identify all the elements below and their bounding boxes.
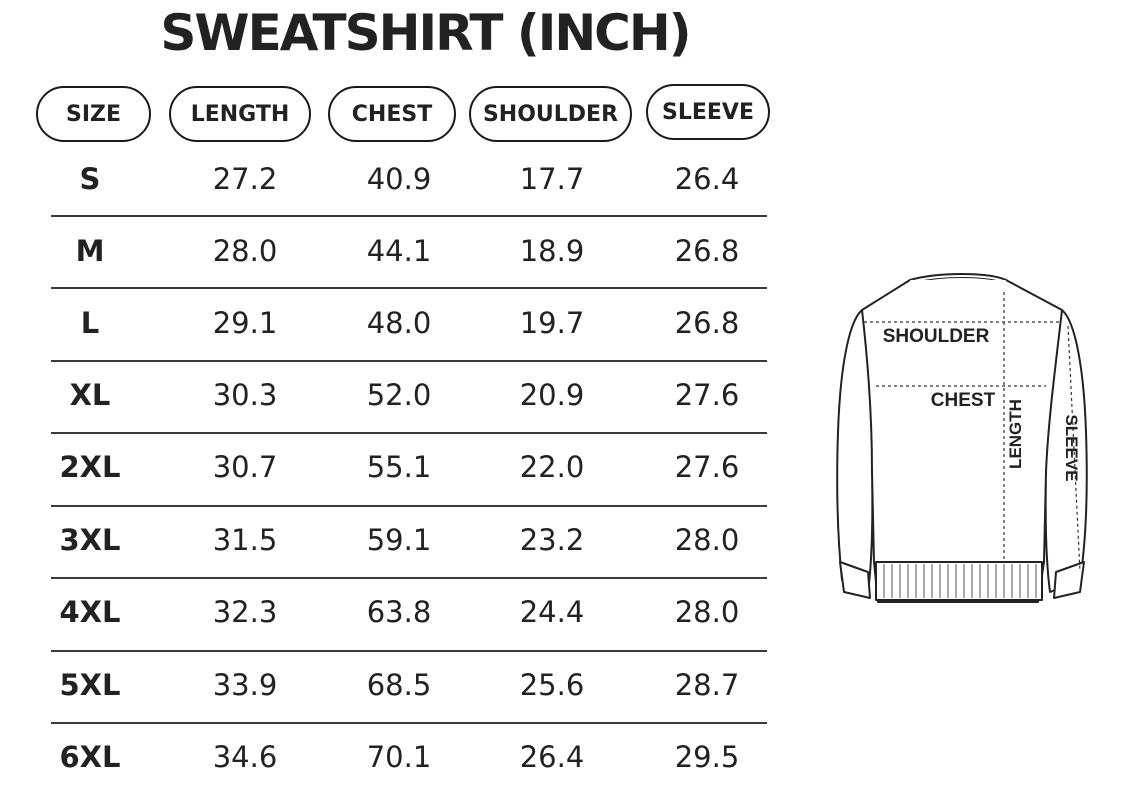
- chest-cell: 52.0: [366, 378, 432, 412]
- chest-cell: 55.1: [366, 450, 432, 484]
- size-cell: L: [80, 306, 100, 340]
- sleeve-cell: 28.7: [674, 668, 740, 702]
- shoulder-cell: 20.9: [519, 378, 585, 412]
- length-cell: 27.2: [212, 162, 278, 196]
- shoulder-cell: 26.4: [519, 740, 585, 774]
- length-cell: 34.6: [212, 740, 278, 774]
- size-cell: S: [79, 162, 101, 196]
- shoulder-cell: 17.7: [519, 162, 585, 196]
- size-cell: 5XL: [59, 668, 121, 702]
- sleeve-cell: 26.8: [674, 306, 740, 340]
- length-cell: 29.1: [212, 306, 278, 340]
- sleeve-cell: 27.6: [674, 450, 740, 484]
- row-divider: [51, 287, 767, 289]
- size-cell: 2XL: [59, 450, 121, 484]
- chest-cell: 40.9: [366, 162, 432, 196]
- sleeve-cell: 26.4: [674, 162, 740, 196]
- chest-cell: 63.8: [366, 595, 432, 629]
- sleeve-cell: 27.6: [674, 378, 740, 412]
- length-cell: 30.7: [212, 450, 278, 484]
- header-chest: CHEST: [328, 86, 456, 142]
- length-cell: 33.9: [212, 668, 278, 702]
- size-cell: XL: [69, 378, 111, 412]
- shoulder-cell: 25.6: [519, 668, 585, 702]
- chest-cell: 59.1: [366, 523, 432, 557]
- shoulder-cell: 22.0: [519, 450, 585, 484]
- sleeve-cell: 26.8: [674, 234, 740, 268]
- row-divider: [51, 432, 767, 434]
- header-size: SIZE: [36, 86, 151, 142]
- chest-cell: 68.5: [366, 668, 432, 702]
- sleeve-cell: 28.0: [674, 523, 740, 557]
- header-sleeve: SLEEVE: [646, 84, 770, 140]
- length-cell: 31.5: [212, 523, 278, 557]
- header-shoulder: SHOULDER: [469, 86, 632, 142]
- shoulder-cell: 19.7: [519, 306, 585, 340]
- diagram-shoulder-label: SHOULDER: [883, 326, 990, 347]
- length-cell: 30.3: [212, 378, 278, 412]
- chest-cell: 44.1: [366, 234, 432, 268]
- row-divider: [51, 650, 767, 652]
- header-length: LENGTH: [169, 86, 311, 142]
- ribbing-lines: [883, 564, 1037, 598]
- sleeve-cell: 29.5: [674, 740, 740, 774]
- size-cell: 3XL: [59, 523, 121, 557]
- row-divider: [51, 505, 767, 507]
- length-cell: 32.3: [212, 595, 278, 629]
- size-cell: M: [75, 234, 105, 268]
- shoulder-cell: 24.4: [519, 595, 585, 629]
- page-title: SWEATSHIRT (INCH): [160, 4, 691, 62]
- sleeve-cell: 28.0: [674, 595, 740, 629]
- sweatshirt-diagram: SHOULDER CHEST LENGTH SLEEVE: [836, 273, 1088, 603]
- shoulder-cell: 23.2: [519, 523, 585, 557]
- length-cell: 28.0: [212, 234, 278, 268]
- row-divider: [51, 577, 767, 579]
- measurement-lines: [864, 292, 1081, 573]
- row-divider: [51, 722, 767, 724]
- diagram-sleeve-label: SLEEVE: [1062, 414, 1081, 481]
- sweatshirt-outline-icon: [836, 273, 1088, 603]
- row-divider: [51, 360, 767, 362]
- chest-cell: 48.0: [366, 306, 432, 340]
- diagram-length-label: LENGTH: [1006, 399, 1025, 469]
- shoulder-cell: 18.9: [519, 234, 585, 268]
- diagram-chest-label: CHEST: [931, 390, 996, 411]
- row-divider: [51, 215, 767, 217]
- chest-cell: 70.1: [366, 740, 432, 774]
- size-cell: 6XL: [59, 740, 121, 774]
- size-cell: 4XL: [59, 595, 121, 629]
